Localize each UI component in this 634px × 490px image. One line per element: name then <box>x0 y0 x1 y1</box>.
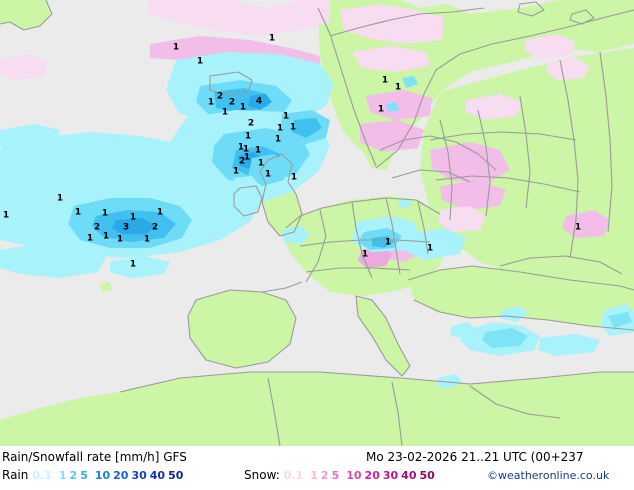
rain-scale-step-0-1: 0.1 <box>32 469 52 482</box>
rain-scale-step-20: 20 <box>113 469 129 482</box>
rain-scale-step-40: 40 <box>149 469 166 482</box>
map-graphic <box>0 0 634 446</box>
snow-scale-step-2: 2 <box>320 469 329 482</box>
snow-scale-step-30: 30 <box>382 469 399 482</box>
rain-scale-step-50: 50 <box>168 469 184 482</box>
map-footer: Rain/Snowfall rate [mm/h] GFS Mo 23-02-2… <box>0 446 634 490</box>
border-layer <box>0 0 634 446</box>
snow-scale-step-1: 1 <box>310 469 318 482</box>
forecast-timestamp: Mo 23-02-2026 21..21 UTC (00+237 <box>366 450 584 464</box>
snow-scale-step-20: 20 <box>364 469 380 482</box>
chart-title: Rain/Snowfall rate [mm/h] GFS <box>2 450 187 464</box>
snow-legend: Snow: 0.1 1 2 5 10 20 30 40 50 <box>244 468 438 483</box>
snow-scale-step-50: 50 <box>419 469 435 482</box>
rain-scale-step-30: 30 <box>131 469 147 482</box>
snow-scale-step-40: 40 <box>401 469 417 482</box>
snow-scale-step-5: 5 <box>331 469 340 482</box>
rain-legend-caption: Rain <box>2 468 29 482</box>
snow-scale-step-0-1: 0.1 <box>283 469 304 482</box>
rain-scale-step-2: 2 <box>69 469 78 482</box>
copyright-notice: ©weatheronline.co.uk <box>487 469 610 482</box>
footer-legend-row: Rain 0.1 1 2 5 10 20 30 40 50 Snow: 0.1 1 2 5 10 20 30… <box>0 467 634 485</box>
footer-title-row: Rain/Snowfall rate [mm/h] GFS Mo 23-02-2… <box>0 449 634 467</box>
snow-legend-caption: Snow: <box>244 468 280 482</box>
rain-scale-step-1: 1 <box>58 469 67 482</box>
rain-scale-step-5: 5 <box>80 469 88 482</box>
snow-scale-step-10: 10 <box>346 469 362 482</box>
rainfall-layer <box>0 52 634 388</box>
rain-legend: Rain 0.1 1 2 5 10 20 30 40 50 <box>2 468 186 483</box>
rain-scale-step-10: 10 <box>94 469 111 482</box>
